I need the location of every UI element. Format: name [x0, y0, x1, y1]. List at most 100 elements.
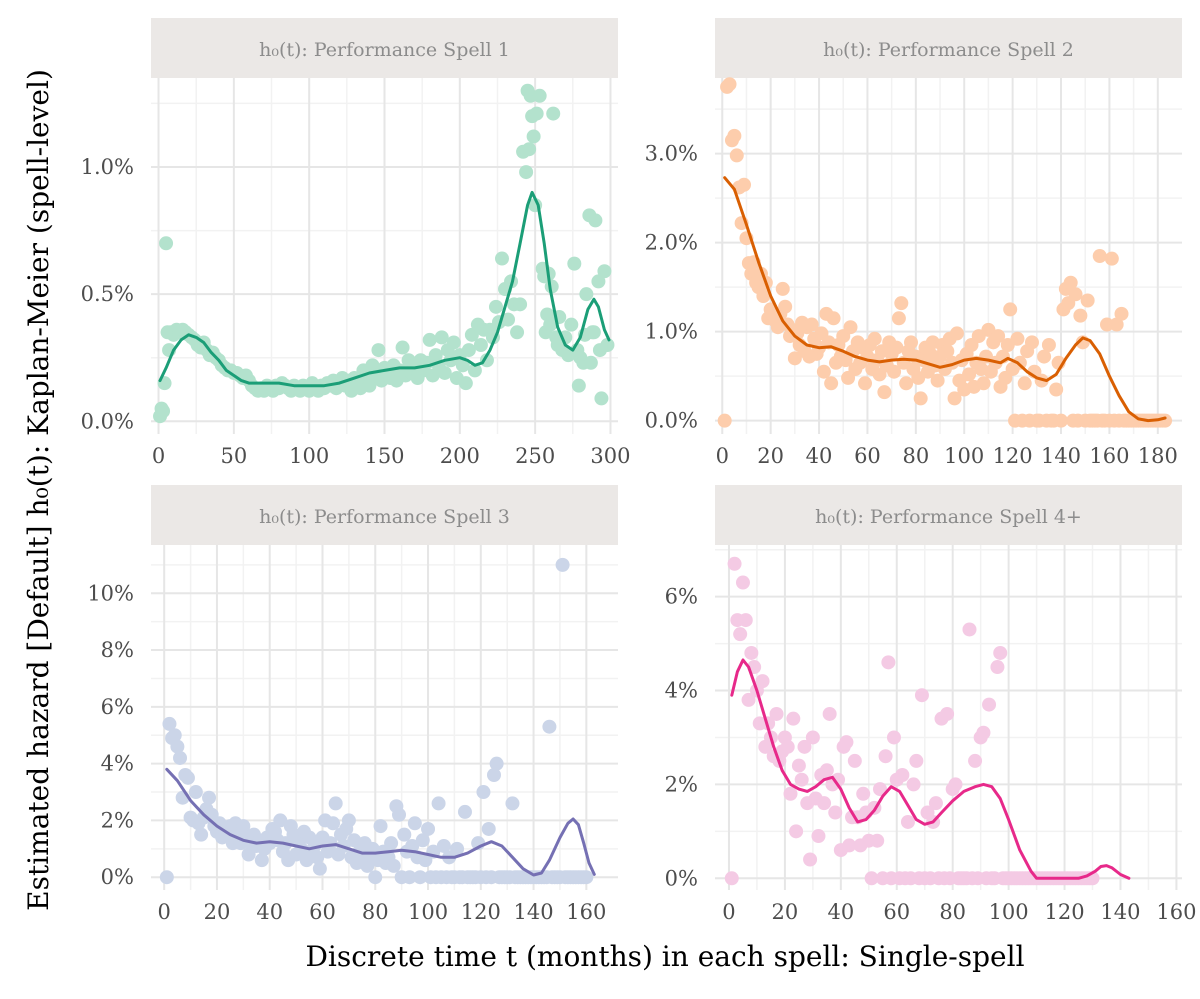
data-point: [780, 739, 795, 754]
data-point: [962, 367, 977, 382]
data-point: [842, 838, 857, 853]
x-tick-label: 250: [515, 444, 555, 468]
data-point: [737, 177, 752, 192]
data-point: [872, 782, 887, 797]
data-point: [461, 343, 476, 358]
x-tick-label: 0: [152, 444, 165, 468]
data-point: [312, 861, 327, 876]
data-point: [597, 264, 612, 279]
data-point: [505, 796, 520, 811]
data-point: [900, 814, 915, 829]
panel-strip: [715, 485, 1182, 545]
data-point: [817, 796, 832, 811]
x-tick-label: 80: [902, 444, 929, 468]
x-tick-label: 120: [993, 444, 1033, 468]
y-tick-label: 6%: [101, 695, 134, 719]
data-point: [982, 697, 997, 712]
data-point: [976, 376, 991, 391]
data-point: [735, 575, 750, 590]
data-point: [831, 772, 846, 787]
y-tick-label: 4%: [665, 679, 698, 703]
data-point: [741, 692, 756, 707]
data-point: [783, 786, 798, 801]
data-point: [173, 750, 188, 765]
data-point: [906, 777, 921, 792]
data-point: [769, 706, 784, 721]
data-point: [899, 376, 914, 391]
x-tick-label: 160: [1089, 444, 1129, 468]
data-point: [891, 311, 906, 326]
y-tick-label: 0.0%: [645, 409, 698, 433]
y-tick-label: 2.0%: [645, 231, 698, 255]
data-point: [1049, 382, 1064, 397]
data-point: [881, 655, 896, 670]
data-point: [194, 827, 209, 842]
data-point: [402, 870, 417, 885]
data-point: [867, 331, 882, 346]
x-tick-label: 40: [256, 900, 283, 924]
data-point: [519, 165, 534, 180]
smooth-line: [158, 190, 611, 388]
data-point: [1063, 275, 1078, 290]
data-point: [744, 645, 759, 660]
data-point: [405, 838, 420, 853]
data-point: [811, 829, 826, 844]
x-tick-label: 0: [158, 900, 171, 924]
data-point: [733, 627, 748, 642]
scatter-points: [724, 556, 1100, 886]
data-point: [386, 858, 401, 873]
y-tick-label: 0%: [101, 865, 134, 889]
data-point: [583, 355, 598, 370]
data-point: [990, 660, 1005, 675]
data-point: [1080, 293, 1095, 308]
data-point: [532, 88, 547, 103]
x-tick-label: 140: [514, 900, 554, 924]
data-point: [797, 739, 812, 754]
y-tick-label: 0%: [665, 866, 698, 890]
data-point: [930, 373, 945, 388]
data-point: [254, 853, 269, 868]
data-point: [488, 299, 503, 314]
panel-strip: [715, 18, 1182, 78]
data-point: [947, 391, 962, 406]
data-point: [993, 645, 1008, 660]
data-point: [949, 326, 964, 341]
data-point: [341, 813, 356, 828]
data-point: [729, 148, 744, 163]
smooth-line: [165, 767, 596, 877]
y-tick-label: 6%: [665, 585, 698, 609]
data-point: [1092, 249, 1107, 263]
data-point: [542, 719, 557, 734]
data-point: [481, 821, 496, 836]
data-point: [843, 320, 858, 335]
data-point: [202, 790, 217, 805]
data-point: [839, 735, 854, 750]
data-point: [522, 142, 537, 157]
data-point: [826, 311, 841, 326]
data-point: [778, 299, 793, 314]
x-tick-label: 120: [461, 900, 501, 924]
data-point: [373, 819, 388, 834]
data-point: [1073, 308, 1088, 323]
data-point: [273, 813, 288, 828]
data-point: [446, 335, 461, 350]
data-point: [803, 852, 818, 867]
y-tick-label: 3.0%: [645, 142, 698, 166]
y-tick-label: 2%: [101, 808, 134, 832]
data-point: [824, 376, 839, 391]
data-point: [159, 236, 174, 251]
x-tick-label: 200: [440, 444, 480, 468]
x-tick-label: 140: [1100, 900, 1140, 924]
data-point: [1024, 335, 1039, 350]
y-tick-label: 0.5%: [81, 282, 134, 306]
x-tick-label: 60: [854, 444, 881, 468]
data-point: [526, 129, 541, 144]
x-tick-label: 100: [289, 444, 329, 468]
data-point: [328, 796, 343, 811]
data-point: [437, 365, 452, 380]
x-tick-label: 20: [772, 900, 799, 924]
x-tick-label: 80: [362, 900, 389, 924]
x-tick-label: 80: [939, 900, 966, 924]
panel-title: h₀(t): Performance Spell 2: [823, 39, 1074, 61]
data-point: [913, 391, 928, 406]
